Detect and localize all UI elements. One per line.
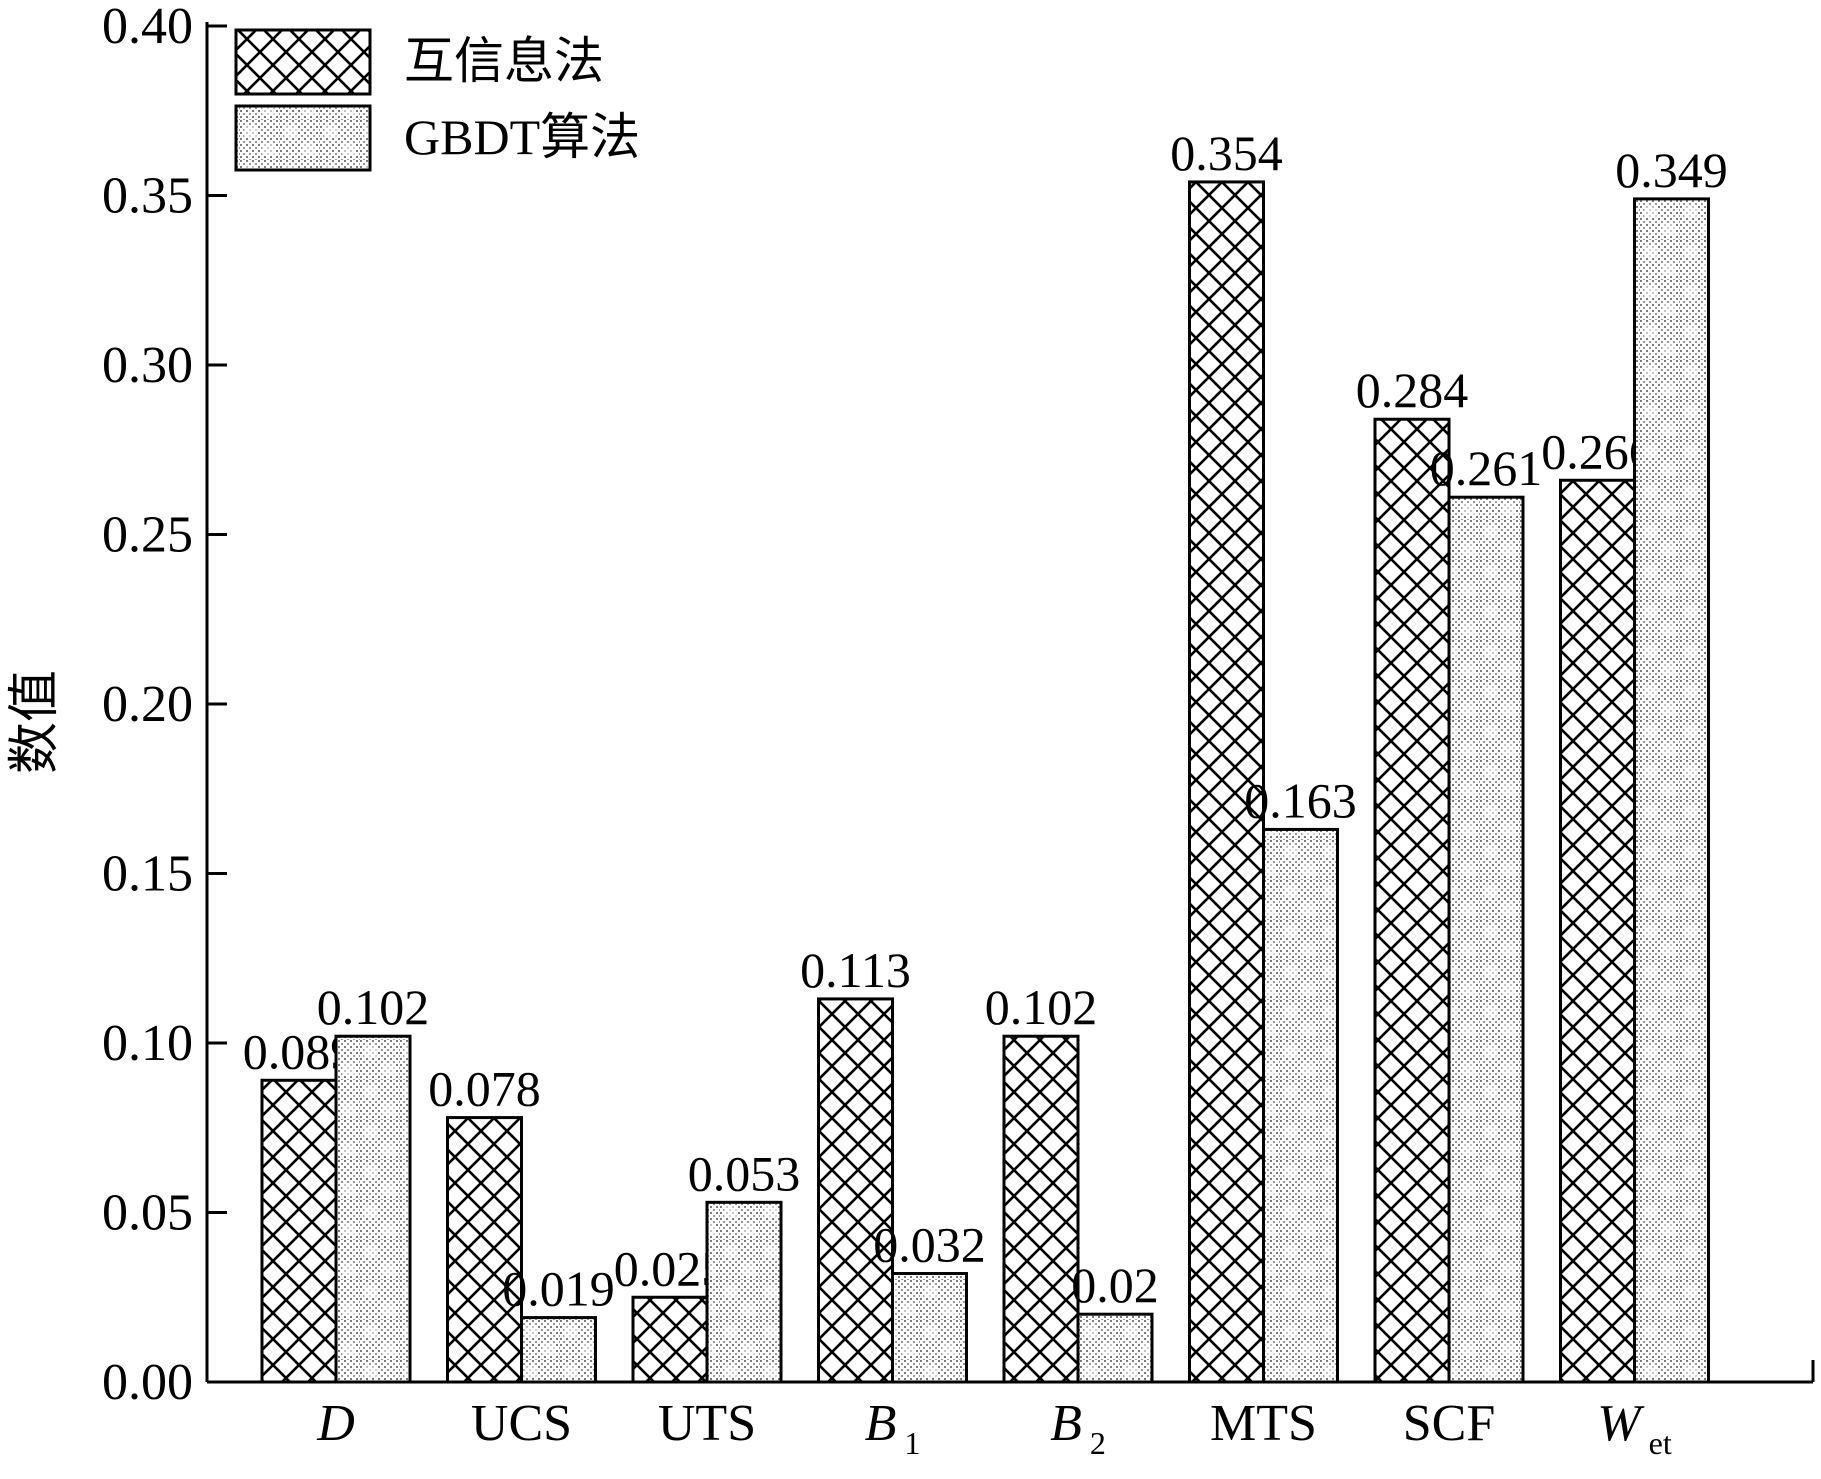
y-axis-title: 数值 bbox=[7, 670, 64, 774]
bar bbox=[1076, 1312, 1154, 1384]
bar bbox=[1633, 197, 1710, 1384]
bar bbox=[446, 1116, 523, 1384]
x-tick-label: UCS bbox=[471, 1395, 572, 1452]
y-axis-label: 数值 bbox=[7, 670, 64, 774]
y-tick-label: 0.05 bbox=[102, 1185, 193, 1242]
bar bbox=[705, 1200, 783, 1384]
legend-swatch bbox=[234, 28, 372, 96]
x-tick-label: UTS bbox=[658, 1395, 756, 1452]
data-label: 0.02 bbox=[1071, 1257, 1159, 1313]
data-label: 0.053 bbox=[688, 1145, 801, 1201]
y-tick-label: 0.15 bbox=[102, 846, 193, 903]
y-tick-label: 0.40 bbox=[102, 0, 193, 55]
bar bbox=[1373, 417, 1451, 1384]
data-label: 0.102 bbox=[985, 979, 1098, 1035]
bar bbox=[1262, 827, 1339, 1384]
data-label: 0.354 bbox=[1170, 125, 1283, 181]
bar bbox=[1559, 478, 1636, 1384]
y-tick-label: 0.10 bbox=[102, 1015, 193, 1072]
bar bbox=[1188, 180, 1265, 1384]
data-label: 0.163 bbox=[1244, 772, 1357, 828]
data-label: 0.113 bbox=[800, 942, 911, 998]
bar bbox=[520, 1316, 597, 1384]
x-tick-label: SCF bbox=[1403, 1395, 1496, 1452]
bar bbox=[631, 1295, 709, 1384]
data-label: 0.032 bbox=[873, 1217, 986, 1273]
data-label: 0.349 bbox=[1615, 142, 1728, 198]
plot-area: 0.000.050.100.150.200.250.300.350.400.08… bbox=[102, 0, 1815, 1461]
y-tick-label: 0.00 bbox=[102, 1354, 193, 1411]
bar bbox=[260, 1078, 338, 1384]
y-tick-label: 0.30 bbox=[102, 337, 193, 394]
y-tick-label: 0.35 bbox=[102, 168, 193, 225]
legend-swatch bbox=[234, 104, 372, 172]
data-label: 0.261 bbox=[1430, 440, 1543, 496]
data-label: 0.102 bbox=[317, 979, 430, 1035]
bar bbox=[817, 997, 894, 1384]
data-label: 0.284 bbox=[1356, 362, 1469, 418]
data-label: 0.019 bbox=[502, 1261, 615, 1317]
bar bbox=[1447, 495, 1525, 1384]
bar bbox=[334, 1034, 412, 1384]
legend-label: GBDT算法 bbox=[404, 109, 640, 165]
bar bbox=[1002, 1034, 1080, 1384]
x-tick-label: MTS bbox=[1210, 1395, 1317, 1452]
y-tick-label: 0.20 bbox=[102, 676, 193, 733]
data-label: 0.078 bbox=[428, 1061, 541, 1117]
y-tick-label: 0.25 bbox=[102, 507, 193, 564]
bar bbox=[891, 1272, 968, 1384]
legend-label: 互信息法 bbox=[404, 33, 604, 89]
x-tick-label: D bbox=[316, 1395, 355, 1452]
